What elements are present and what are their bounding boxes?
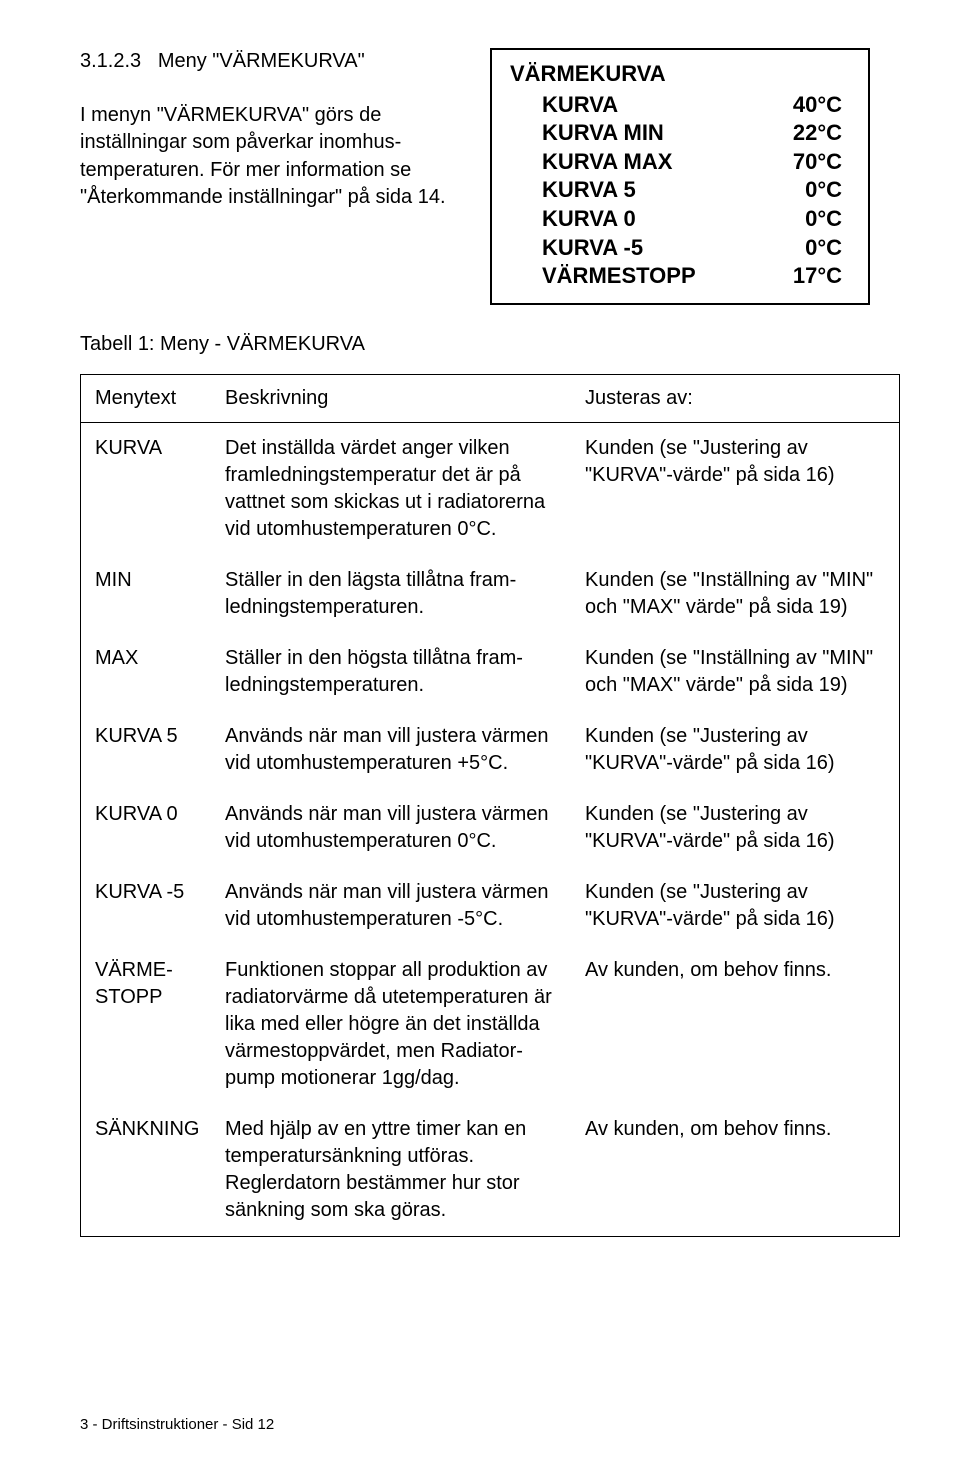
display-value: 22°C — [793, 119, 842, 148]
cell-justeras: Av kunden, om behov finns. — [585, 1116, 885, 1224]
table-row: VÄRME-STOPP Funktionen stoppar all produ… — [81, 945, 899, 1104]
cell-menytext: SÄNKNING — [95, 1116, 225, 1224]
cell-justeras: Kunden (se "Inställning av "MIN" och "MA… — [585, 567, 885, 621]
display-value: 70°C — [793, 148, 842, 177]
cell-justeras: Kunden (se "Justering av "KURVA"-värde" … — [585, 879, 885, 933]
display-row: KURVA MIN 22°C — [510, 119, 842, 148]
cell-beskrivning: Används när man vill justera värmen vid … — [225, 723, 585, 777]
display-value: 0°C — [805, 205, 842, 234]
table-row: MIN Ställer in den lägsta tillåtna fram-… — [81, 555, 899, 633]
table-caption: Tabell 1: Meny - VÄRMEKURVA — [80, 333, 900, 356]
cell-menytext: KURVA -5 — [95, 879, 225, 933]
cell-justeras: Av kunden, om behov finns. — [585, 957, 885, 1092]
table-row: KURVA 0 Används när man vill justera vär… — [81, 789, 899, 867]
cell-beskrivning: Det inställda värdet anger vilken framle… — [225, 435, 585, 543]
cell-beskrivning: Funktionen stoppar all produktion av rad… — [225, 957, 585, 1092]
section-number: 3.1.2.3 — [80, 50, 141, 72]
display-value: 0°C — [805, 176, 842, 205]
display-row: KURVA 5 0°C — [510, 176, 842, 205]
display-label: KURVA 5 — [542, 176, 636, 205]
intro-block: 3.1.2.3 Meny "VÄRMEKURVA" I menyn "VÄRME… — [80, 48, 450, 305]
display-row: VÄRMESTOPP 17°C — [510, 262, 842, 291]
cell-beskrivning: Med hjälp av en yttre timer kan en tempe… — [225, 1116, 585, 1224]
display-row: KURVA 40°C — [510, 91, 842, 120]
cell-beskrivning: Används när man vill justera värmen vid … — [225, 801, 585, 855]
table-header-row: Menytext Beskrivning Justeras av: — [81, 375, 899, 423]
col-header-beskrivning: Beskrivning — [225, 387, 585, 410]
table-row: KURVA Det inställda värdet anger vilken … — [81, 423, 899, 555]
menu-table: Menytext Beskrivning Justeras av: KURVA … — [80, 374, 900, 1237]
col-header-justeras: Justeras av: — [585, 387, 885, 410]
cell-beskrivning: Ställer in den lägsta tillåtna fram-ledn… — [225, 567, 585, 621]
display-label: KURVA 0 — [542, 205, 636, 234]
display-row: KURVA MAX 70°C — [510, 148, 842, 177]
display-value: 40°C — [793, 91, 842, 120]
table-row: MAX Ställer in den högsta tillåtna fram-… — [81, 633, 899, 711]
col-header-menytext: Menytext — [95, 387, 225, 410]
intro-paragraph: I menyn "VÄRMEKURVA" görs de inställning… — [80, 102, 450, 212]
cell-justeras: Kunden (se "Justering av "KURVA"-värde" … — [585, 801, 885, 855]
section-title: Meny "VÄRMEKURVA" — [158, 50, 365, 72]
display-label: KURVA MAX — [542, 148, 672, 177]
cell-menytext: MIN — [95, 567, 225, 621]
display-label: VÄRMESTOPP — [542, 262, 696, 291]
display-row: KURVA 0 0°C — [510, 205, 842, 234]
cell-justeras: Kunden (se "Justering av "KURVA"-värde" … — [585, 435, 885, 543]
display-panel: VÄRMEKURVA KURVA 40°C KURVA MIN 22°C KUR… — [490, 48, 870, 305]
cell-menytext: KURVA 0 — [95, 801, 225, 855]
display-label: KURVA -5 — [542, 234, 643, 263]
display-row: KURVA -5 0°C — [510, 234, 842, 263]
display-title: VÄRMEKURVA — [510, 60, 842, 89]
table-row: KURVA 5 Används när man vill justera vär… — [81, 711, 899, 789]
cell-menytext: VÄRME-STOPP — [95, 957, 225, 1092]
display-value: 0°C — [805, 234, 842, 263]
cell-beskrivning: Används när man vill justera värmen vid … — [225, 879, 585, 933]
page-footer: 3 - Driftsinstruktioner - Sid 12 — [80, 1416, 274, 1433]
display-label: KURVA — [542, 91, 618, 120]
display-label: KURVA MIN — [542, 119, 664, 148]
cell-menytext: MAX — [95, 645, 225, 699]
table-row: SÄNKNING Med hjälp av en yttre timer kan… — [81, 1104, 899, 1236]
cell-menytext: KURVA — [95, 435, 225, 543]
cell-beskrivning: Ställer in den högsta tillåtna fram-ledn… — [225, 645, 585, 699]
table-row: KURVA -5 Används när man vill justera vä… — [81, 867, 899, 945]
cell-justeras: Kunden (se "Justering av "KURVA"-värde" … — [585, 723, 885, 777]
display-value: 17°C — [793, 262, 842, 291]
cell-justeras: Kunden (se "Inställning av "MIN" och "MA… — [585, 645, 885, 699]
cell-menytext: KURVA 5 — [95, 723, 225, 777]
